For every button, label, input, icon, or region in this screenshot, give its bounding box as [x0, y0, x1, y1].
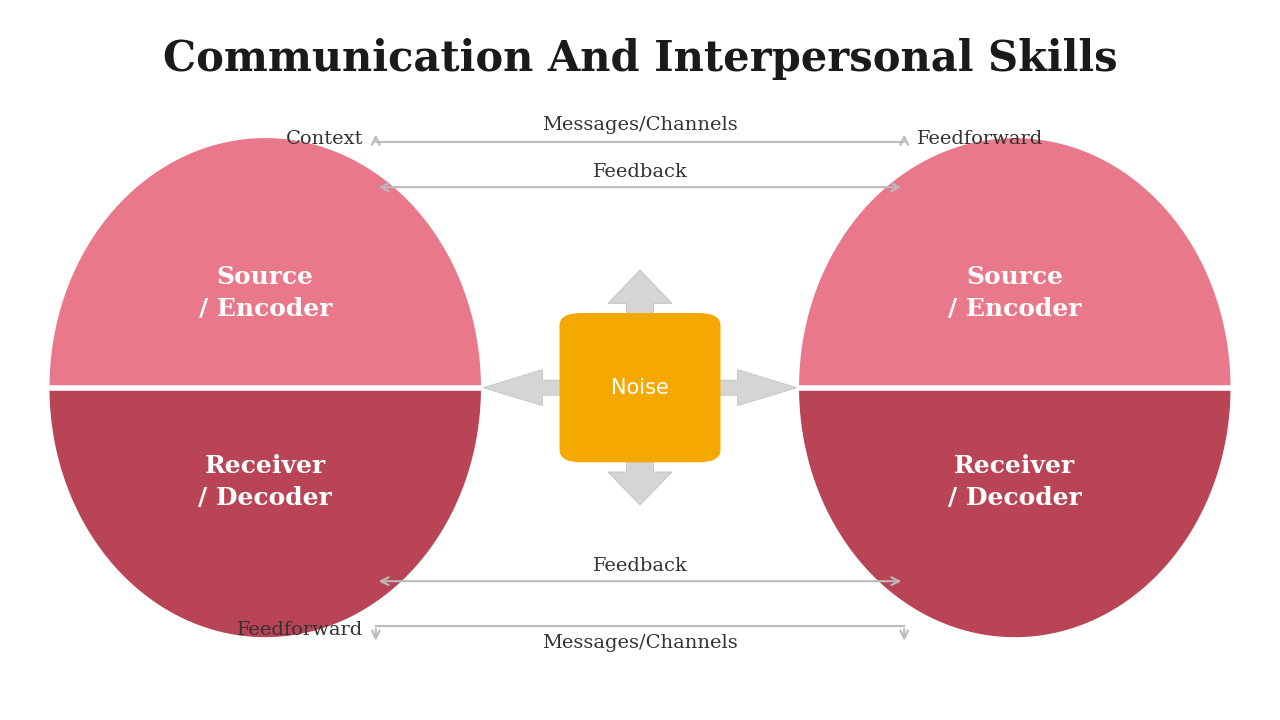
- Text: Communication And Interpersonal Skills: Communication And Interpersonal Skills: [163, 38, 1117, 81]
- Text: Source
/ Encoder: Source / Encoder: [198, 265, 332, 321]
- FancyArrow shape: [608, 454, 672, 505]
- FancyArrow shape: [704, 369, 796, 405]
- FancyBboxPatch shape: [559, 313, 721, 462]
- Text: Receiver
/ Decoder: Receiver / Decoder: [198, 454, 332, 510]
- Text: Feedforward: Feedforward: [916, 130, 1043, 148]
- Polygon shape: [800, 139, 1230, 387]
- Text: Source
/ Encoder: Source / Encoder: [948, 265, 1082, 321]
- Text: Feedback: Feedback: [593, 163, 687, 181]
- Text: Feedback: Feedback: [593, 557, 687, 575]
- Text: Receiver
/ Decoder: Receiver / Decoder: [948, 454, 1082, 510]
- Text: Feedforward: Feedforward: [237, 621, 364, 639]
- Text: Context: Context: [285, 130, 364, 148]
- FancyArrow shape: [484, 369, 576, 405]
- Polygon shape: [800, 387, 1230, 636]
- FancyArrow shape: [608, 270, 672, 322]
- Polygon shape: [50, 139, 480, 387]
- Text: Messages/Channels: Messages/Channels: [543, 634, 737, 652]
- Text: Messages/Channels: Messages/Channels: [543, 116, 737, 134]
- Text: Noise: Noise: [611, 378, 669, 397]
- Polygon shape: [50, 387, 480, 636]
